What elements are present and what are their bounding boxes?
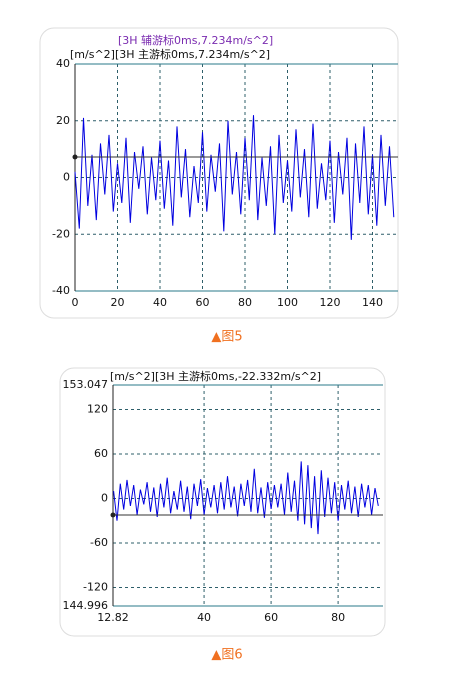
x-tick-label: 60 (196, 296, 210, 309)
card (59, 367, 386, 637)
signal-line (74, 115, 395, 240)
chart-title: [m/s^2][3H 主游标0ms,7.234m/s^2] (70, 47, 270, 61)
y-tick-label: -120 (83, 580, 108, 593)
caption: ▲图5 (211, 330, 242, 345)
y-tick-label: -20 (52, 227, 70, 240)
y-tick-label: 0 (101, 491, 108, 504)
x-tick-label: 120 (320, 296, 341, 309)
x-tick-label: 0 (72, 296, 79, 309)
cursor-dot (72, 154, 78, 160)
y-tick-label: 153.047 (63, 378, 109, 391)
cursor-dot (110, 512, 116, 518)
cursor-label: [3H 辅游标0ms,7.234m/s^2] (118, 33, 273, 47)
x-tick-label: 40 (153, 296, 167, 309)
x-tick-label: 80 (331, 611, 345, 624)
y-tick-label: 120 (87, 403, 108, 416)
x-tick-label: 140 (362, 296, 383, 309)
card (39, 27, 399, 319)
x-tick-label: 12.82 (97, 611, 129, 624)
y-tick-label: 60 (94, 447, 108, 460)
y-tick-label: 144.996 (63, 599, 109, 612)
x-tick-label: 60 (264, 611, 278, 624)
x-tick-label: 20 (111, 296, 125, 309)
x-tick-label: 80 (238, 296, 252, 309)
x-tick-label: 100 (277, 296, 298, 309)
x-tick-label: 40 (197, 611, 211, 624)
y-tick-label: 40 (56, 57, 70, 70)
y-tick-label: -60 (90, 536, 108, 549)
signal-line (113, 461, 379, 535)
y-tick-label: 20 (56, 114, 70, 127)
y-tick-label: -40 (52, 284, 70, 297)
caption: ▲图6 (211, 648, 242, 663)
y-tick-label: 0 (63, 171, 70, 184)
chart-title: [m/s^2][3H 主游标0ms,-22.332m/s^2] (110, 369, 321, 383)
